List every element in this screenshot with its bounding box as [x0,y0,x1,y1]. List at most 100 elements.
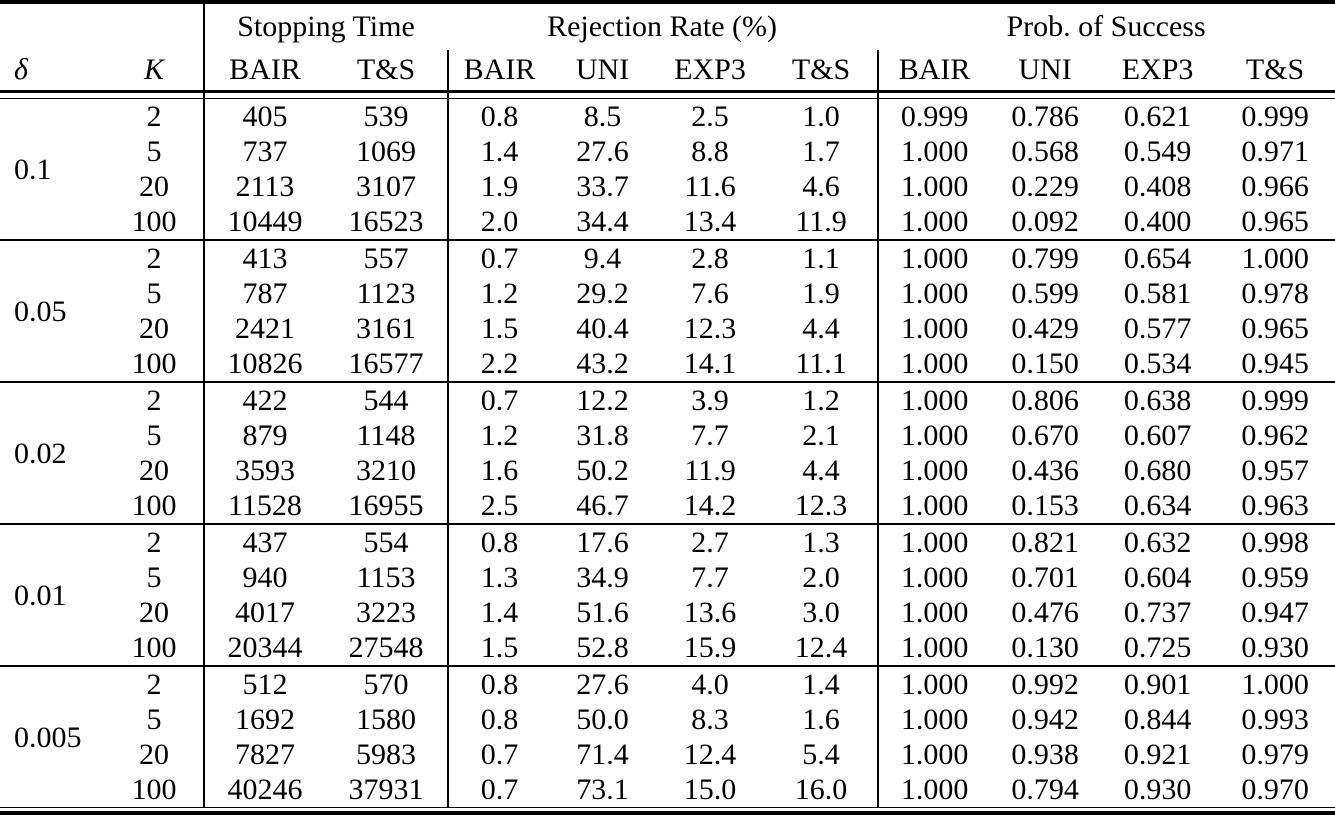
value-cell: 0.970 [1241,773,1309,806]
value-cell: 46.7 [576,489,629,522]
col-header-rr-bair: BAIR [447,50,551,93]
value-cell: 7.6 [691,277,729,310]
value-cell: 0.436 [1011,454,1079,487]
value-cell: 570 [325,665,448,702]
value-cell: 0.938 [1011,738,1079,771]
value-cell: 11.6 [684,170,736,203]
k-value: 100 [105,488,205,523]
value-cell: 940 [242,561,288,594]
value-cell: 3161 [356,312,416,345]
value-cell: 0.786 [1011,100,1079,133]
table-row: 100 10826 16577 2.2 43.2 14.1 11.1 1.000 0.150 0.… [0,346,1335,381]
value-cell: 554 [325,523,448,560]
value-cell: 1.3 [765,523,878,560]
value-cell: 2.8 [655,239,766,276]
k-value: 5 [105,560,205,595]
value-cell: 0.901 [1100,665,1216,702]
value-cell: 1.000 [877,488,990,523]
value-cell: 0.993 [1241,703,1309,736]
table-row: 20 2421 3161 1.5 40.4 12.3 4.4 1.000 0.429 0.577 0… [0,311,1335,346]
k-value: 20 [105,737,205,772]
k-value: 20 [105,311,205,346]
delta-value: 0.1 [14,152,52,186]
table-row: 100 11528 16955 2.5 46.7 14.2 12.3 1.000 0.153 0.… [0,488,1335,523]
table-row: 20 7827 5983 0.7 71.4 12.4 5.4 1.000 0.938 0.921 0… [0,737,1335,772]
value-cell: 2.2 [447,346,550,381]
value-cell: 13.4 [683,205,737,238]
value-cell: 1692 [235,703,295,736]
value-cell: 1.000 [877,702,990,737]
value-cell: 1.000 [1215,665,1335,702]
value-cell: 1.000 [877,772,990,807]
value-cell: 4.4 [802,454,840,487]
rule-segment [447,93,878,99]
group-header-row: Stopping Time Rejection Rate (%) Prob. o… [0,4,1335,50]
value-cell: 1.5 [447,630,550,665]
value-cell: 52.8 [576,631,629,664]
value-cell: 2421 [235,312,295,345]
value-cell: 2.7 [655,523,766,560]
header-spacer [0,4,205,50]
table-row: 100 20344 27548 1.5 52.8 15.9 12.4 1.000 0.130 0.… [0,630,1335,665]
value-cell: 8.3 [691,703,729,736]
value-cell: 0.945 [1241,347,1309,380]
table-row: 5 787 1123 1.2 29.2 7.6 1.9 1.000 0.599 0.581 0.97… [0,276,1335,311]
sub-header-row: δ K BAIR T&S BAIR UNI EXP3 T&S BAIR UNI … [0,50,1335,93]
value-cell: 0.999 [1215,381,1335,418]
value-cell: 1.4 [765,665,878,702]
value-cell: 0.8 [447,523,551,560]
value-cell: 0.634 [1123,489,1192,522]
table-row: 20 4017 3223 1.4 51.6 13.6 3.0 1.000 0.476 0.737 0… [0,595,1335,630]
col-header-rr-ts: T&S [765,50,878,93]
value-cell: 405 [242,100,288,133]
delta-value: 0.01 [0,523,105,665]
value-cell: 557 [325,239,448,276]
value-cell: 787 [242,277,288,310]
value-cell: 1.4 [447,595,550,630]
value-cell: 1.5 [447,311,550,346]
value-cell: 0.965 [1241,312,1309,345]
group-header-prob-success: Prob. of Success [1006,10,1206,43]
header-rule-row [0,93,1335,99]
results-table: Stopping Time Rejection Rate (%) Prob. o… [0,4,1335,808]
value-cell: 0.999 [1241,100,1309,133]
value-cell: 1.2 [447,276,550,311]
delta-value: 0.02 [0,381,105,523]
col-header-k: K [105,50,205,93]
value-cell: 0.534 [1123,347,1192,380]
value-cell: 0.957 [1241,454,1309,487]
value-cell: 2113 [235,170,295,203]
table-row: 5 737 1069 1.4 27.6 8.8 1.7 1.000 0.568 0.549 0.97… [0,134,1335,169]
k-value: 20 [105,169,205,204]
table-row: 5 1692 1580 0.8 50.0 8.3 1.6 1.000 0.942 0.844 0.9… [0,702,1335,737]
value-cell: 0.654 [1100,239,1216,276]
k-value: 5 [105,134,205,169]
value-cell: 0.998 [1215,523,1335,560]
value-cell: 0.130 [1011,631,1079,664]
rule-segment [877,93,1335,99]
value-cell: 73.1 [576,773,629,806]
value-cell: 1148 [356,419,416,452]
value-cell: 3.9 [655,381,766,418]
value-cell: 15.9 [683,631,737,664]
k-value: 2 [105,665,205,702]
value-cell: 13.6 [683,596,737,629]
table-row: 5 879 1148 1.2 31.8 7.7 2.1 1.000 0.670 0.607 0.96… [0,418,1335,453]
value-cell: 3107 [356,170,416,203]
value-cell: 1.000 [877,453,990,488]
value-cell: 1123 [356,277,416,310]
value-cell: 1.000 [877,665,991,702]
value-cell: 1.000 [877,276,990,311]
value-cell: 31.8 [576,419,629,452]
value-cell: 12.4 [794,631,848,664]
value-cell: 1.000 [877,560,990,595]
value-cell: 34.9 [576,561,629,594]
value-cell: 7827 [235,738,295,771]
value-cell: 1.6 [802,703,840,736]
delta-value: 0.05 [0,239,105,381]
value-cell: 0.408 [1123,170,1192,203]
value-cell: 0.7 [447,737,550,772]
value-cell: 0.971 [1241,135,1309,168]
value-cell: 0.092 [1011,205,1079,238]
table-row: 100 10449 16523 2.0 34.4 13.4 11.9 1.000 0.092 0.… [0,204,1335,239]
